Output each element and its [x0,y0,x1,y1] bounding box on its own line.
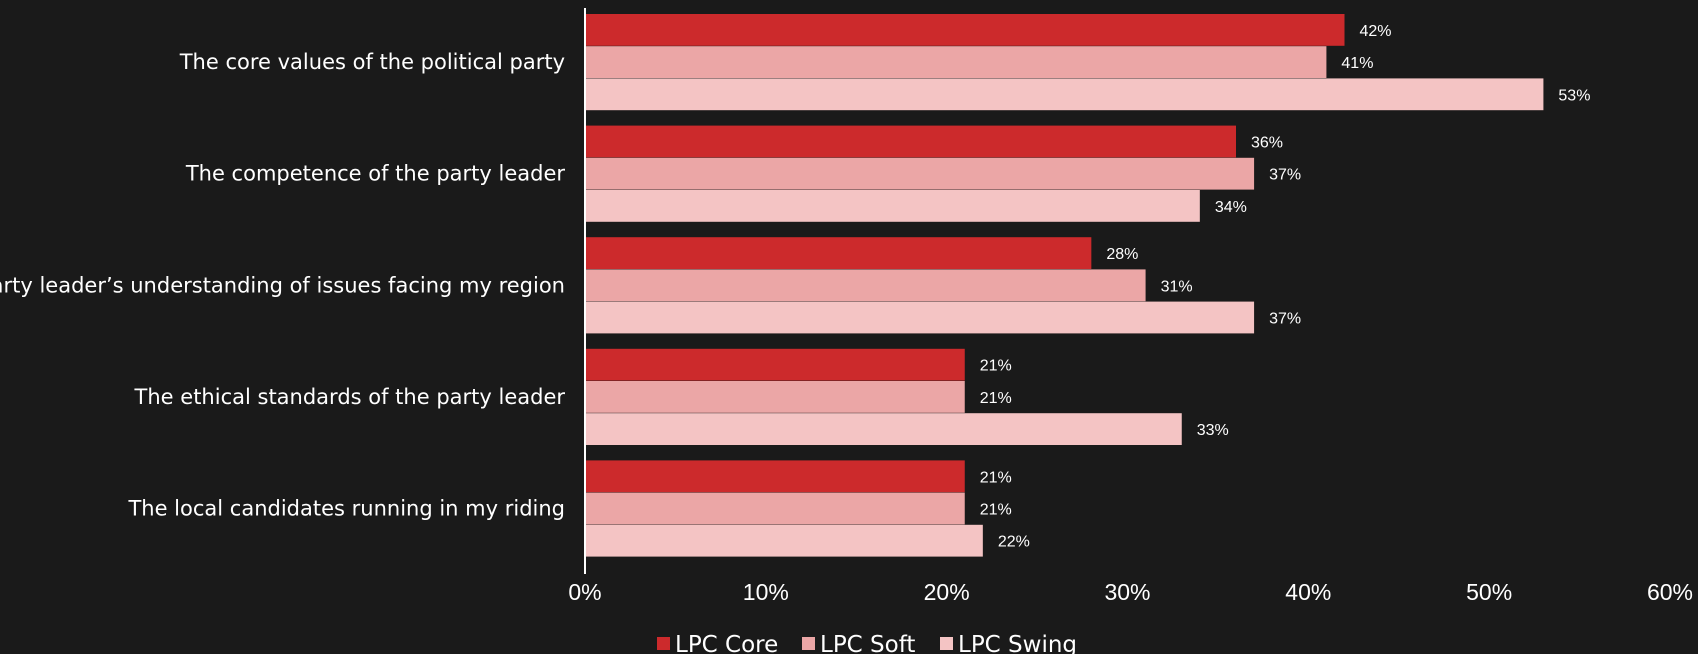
data-label: 28% [1106,246,1138,263]
data-label: 21% [980,469,1012,486]
bar [585,125,1236,158]
bar [585,269,1146,302]
x-tick-label: 60% [1647,579,1693,605]
data-label: 33% [1197,422,1229,439]
data-label: 34% [1215,199,1247,216]
category-label: The competence of the party leader [185,162,566,186]
category-label: The local candidates running in my ridin… [127,497,565,521]
bar [585,237,1092,269]
legend: LPC Core LPC Soft LPC Swing [657,632,1077,654]
x-tick-label: 30% [1104,579,1150,605]
bar [585,301,1255,334]
bar [585,78,1544,111]
data-label: 41% [1341,55,1373,72]
bar [585,348,965,381]
data-label: 42% [1360,23,1392,40]
bar [585,46,1327,78]
data-label: 36% [1251,135,1283,152]
category-labels: The core values of the political party Th… [0,50,565,520]
legend-label: LPC Core [675,632,778,654]
data-label: 21% [980,358,1012,375]
bar [585,381,965,413]
bar [585,492,965,525]
bar [585,413,1182,445]
bar [585,524,983,557]
legend-swatch [657,637,670,650]
x-tick-label: 20% [924,579,970,605]
bar [585,460,965,493]
legend-label: LPC Soft [820,632,915,654]
data-label: 22% [998,534,1030,551]
data-label: 31% [1161,278,1193,295]
legend-swatch [940,637,953,650]
data-label: 37% [1269,167,1301,184]
x-tick-label: 50% [1466,579,1512,605]
x-tick-label: 40% [1285,579,1331,605]
bars-layer: 42% 41% 53% 36% 37% 34% 28% 31% 37% 21% 21% 33% 21% 2… [585,14,1590,557]
category-label: The ethical standards of the party leade… [134,385,566,409]
legend-swatch [802,637,815,650]
legend-label: LPC Swing [958,632,1077,654]
x-tick-label: 0% [568,579,601,605]
bar [585,157,1255,190]
x-axis-ticks: 0% 10% 20% 30% 40% 50% 60% [568,579,1693,605]
data-label: 21% [980,390,1012,407]
bar [585,14,1345,46]
bar [585,190,1200,222]
category-label: The party leader’s understanding of issu… [0,273,565,297]
data-label: 21% [980,502,1012,519]
category-label: The core values of the political party [179,50,565,74]
data-label: 37% [1269,311,1301,328]
data-label: 53% [1558,87,1590,104]
x-tick-label: 10% [743,579,789,605]
